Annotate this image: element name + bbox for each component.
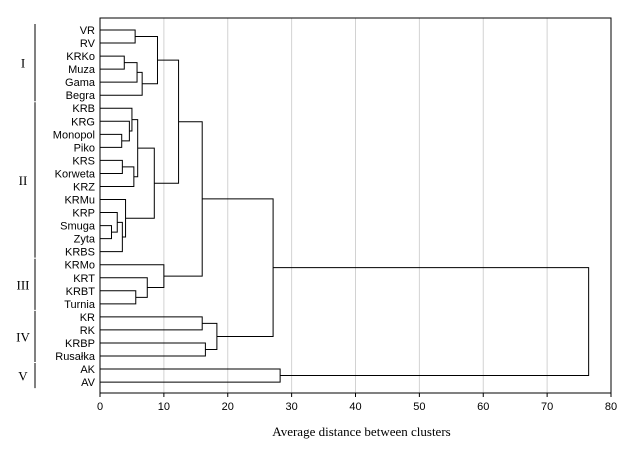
x-axis-title: Average distance between clusters [272, 424, 450, 439]
tick-label: 80 [605, 401, 617, 413]
group-label: II [19, 173, 28, 188]
merge-link [100, 316, 203, 331]
merge-link [163, 121, 203, 277]
tick-label: 20 [222, 401, 234, 413]
leaf-label: Muza [68, 64, 96, 76]
leaf-label: Turnia [64, 299, 96, 311]
leaf-label: AV [81, 377, 96, 389]
leaf-label: KRMo [64, 260, 95, 272]
tick-label: 10 [158, 401, 170, 413]
merge-link [100, 55, 125, 70]
merge-link [100, 264, 165, 289]
group-label: V [18, 369, 28, 384]
leaf-label: KRP [72, 208, 95, 220]
leaf-label: KRG [71, 116, 95, 128]
merge-link [100, 29, 136, 44]
leaf-label: Piko [74, 142, 95, 154]
merge-link [273, 267, 590, 377]
merge-link [100, 225, 112, 240]
tick-label: 0 [97, 401, 103, 413]
leaf-label: RK [80, 325, 96, 337]
merge-link [100, 166, 135, 187]
merge-link [100, 133, 123, 148]
merge-link [100, 368, 281, 383]
leaf-label: VR [80, 25, 95, 37]
dendrogram-tree [100, 29, 590, 383]
leaf-label: KRBP [65, 338, 95, 350]
leaf-labels: VRRVKRKoMuzaGamaBegraKRBKRGMonopolPikoKR… [53, 25, 96, 389]
leaf-label: KRS [72, 155, 95, 167]
tick-label: 70 [541, 401, 553, 413]
leaf-label: KRB [72, 103, 95, 115]
group-label: III [17, 277, 30, 292]
merge-link [100, 221, 123, 253]
leaf-label: Zyta [74, 234, 96, 246]
group-label: I [21, 56, 25, 71]
leaf-label: KRBT [66, 286, 96, 298]
leaf-label: KRZ [73, 181, 95, 193]
leaf-label: RV [80, 38, 96, 50]
leaf-label: KRKo [66, 51, 95, 63]
merge-link [125, 147, 155, 219]
tick-label: 40 [349, 401, 361, 413]
merge-link [202, 322, 218, 350]
leaf-label: Gama [65, 77, 96, 89]
merge-link [100, 277, 148, 298]
grid-lines [163, 18, 548, 393]
leaf-label: Korweta [55, 168, 96, 180]
leaf-label: Rusałka [55, 351, 96, 363]
x-axis-ticks: 0 10 20 30 40 50 60 70 80 [97, 393, 617, 413]
leaf-label: Monopol [53, 129, 95, 141]
leaf-label: Begra [66, 90, 96, 102]
tick-label: 50 [413, 401, 425, 413]
merge-link [100, 342, 206, 357]
group-label: IV [16, 329, 30, 344]
merge-link [202, 198, 274, 337]
leaf-label: AK [80, 364, 95, 376]
merge-link [154, 59, 180, 184]
tick-label: 60 [477, 401, 489, 413]
merge-link [100, 159, 123, 174]
merge-link [100, 199, 127, 238]
leaf-label: KRT [73, 273, 95, 285]
merge-link [100, 212, 118, 233]
merge-link [100, 120, 130, 142]
leaf-label: KRBS [65, 247, 95, 259]
merge-link [100, 62, 138, 83]
leaf-label: Smuga [60, 221, 96, 233]
merge-link [135, 36, 158, 85]
merge-link [100, 71, 143, 96]
merge-link [131, 119, 139, 178]
leaf-label: KR [80, 312, 95, 324]
merge-link [100, 107, 133, 132]
merge-link [100, 290, 137, 305]
leaf-label: KRMu [64, 195, 95, 207]
tick-label: 30 [286, 401, 298, 413]
